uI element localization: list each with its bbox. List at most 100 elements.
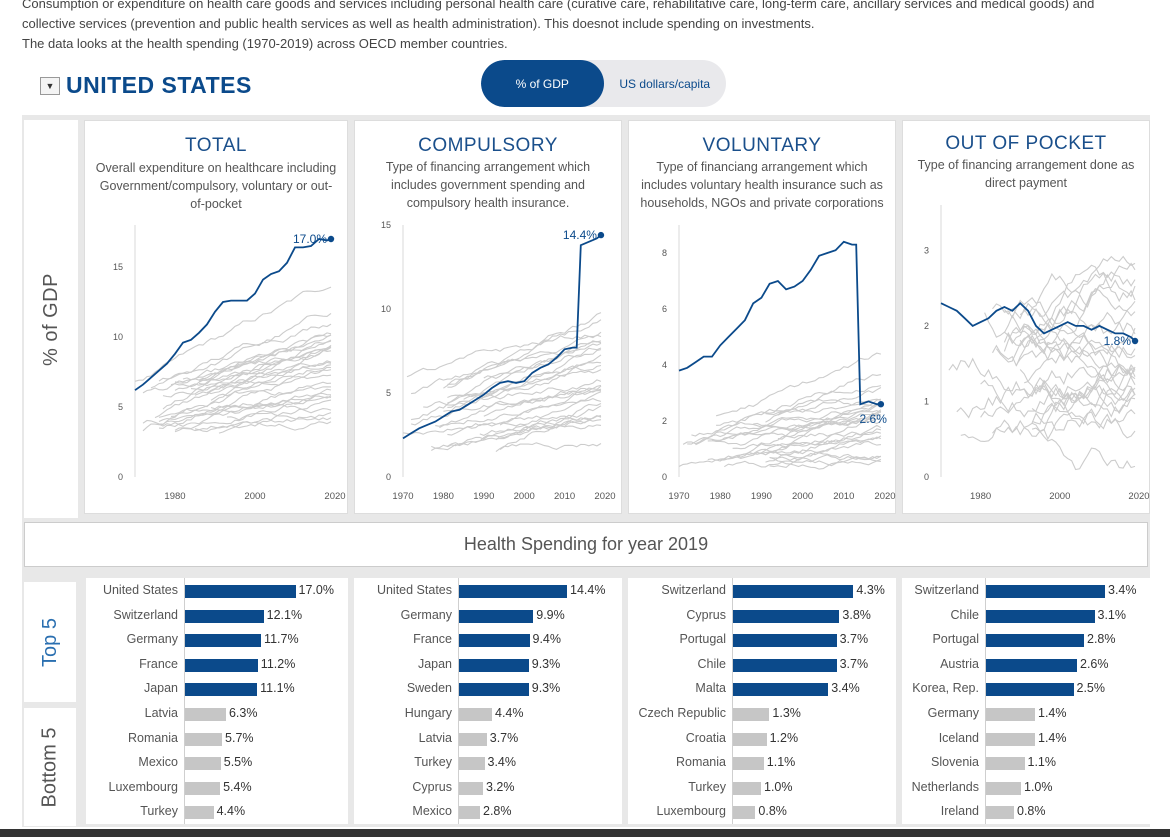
top5-row[interactable]: Switzerland 4.3% xyxy=(628,579,896,603)
us-endpoint-marker[interactable] xyxy=(327,235,335,243)
top5-row[interactable]: Korea, Rep. 2.5% xyxy=(902,677,1150,701)
bar[interactable] xyxy=(986,658,1077,672)
bar-value-label: 1.0% xyxy=(1024,779,1053,794)
top5-row[interactable]: Portugal 3.7% xyxy=(628,628,896,652)
bottom5-row[interactable]: Turkey 4.4% xyxy=(86,800,348,824)
y-tick-label: 15 xyxy=(381,220,391,230)
top5-row[interactable]: Austria 2.6% xyxy=(902,653,1150,677)
us-endpoint-marker[interactable] xyxy=(597,231,605,239)
country-label: Sweden xyxy=(406,681,452,696)
bottom5-row[interactable]: Mexico 5.5% xyxy=(86,751,348,775)
bar[interactable] xyxy=(986,683,1074,697)
top5-row[interactable]: France 9.4% xyxy=(354,628,622,652)
bar[interactable] xyxy=(459,781,483,795)
bar[interactable] xyxy=(185,732,223,746)
top5-row[interactable]: Switzerland 12.1% xyxy=(86,604,348,628)
bar[interactable] xyxy=(459,609,534,623)
bottom5-row[interactable]: Croatia 1.2% xyxy=(628,727,896,751)
bar[interactable] xyxy=(185,708,226,721)
bar[interactable] xyxy=(185,757,221,771)
bar[interactable] xyxy=(986,806,1014,820)
bottom5-row[interactable]: Slovenia 1.1% xyxy=(902,751,1150,775)
us-endpoint-marker[interactable] xyxy=(877,401,885,408)
background-country-line xyxy=(777,409,882,440)
bar[interactable] xyxy=(986,732,1035,746)
panel-description: Type of financing arrangement done as di… xyxy=(917,158,1135,190)
country-selector[interactable]: ▼ UNITED STATES xyxy=(40,72,252,99)
bar[interactable] xyxy=(733,634,837,648)
bottom5-row[interactable]: Ireland 0.8% xyxy=(902,800,1150,824)
bar[interactable] xyxy=(459,757,485,771)
bottom5-row[interactable]: Luxembourg 0.8% xyxy=(628,800,896,824)
bottom5-row[interactable]: Latvia 3.7% xyxy=(354,727,622,751)
bar[interactable] xyxy=(185,634,262,648)
top5-row[interactable]: Portugal 2.8% xyxy=(902,628,1150,652)
bottom5-row[interactable]: Netherlands 1.0% xyxy=(902,776,1150,800)
bar[interactable] xyxy=(733,683,829,697)
bottom5-row[interactable]: Cyprus 3.2% xyxy=(354,776,622,800)
bottom5-row[interactable]: Czech Republic 1.3% xyxy=(628,702,896,726)
bar[interactable] xyxy=(986,757,1025,771)
bar[interactable] xyxy=(733,781,761,795)
bar[interactable] xyxy=(733,757,764,771)
bottom5-row[interactable]: Latvia 6.3% xyxy=(86,702,348,726)
top5-row[interactable]: Japan 11.1% xyxy=(86,677,348,701)
bar[interactable] xyxy=(185,658,258,672)
bottom5-row[interactable]: Iceland 1.4% xyxy=(902,727,1150,751)
bottom5-row[interactable]: Turkey 1.0% xyxy=(628,776,896,800)
bar[interactable] xyxy=(185,585,296,598)
background-country-line xyxy=(1019,369,1136,403)
top5-row[interactable]: Japan 9.3% xyxy=(354,653,622,677)
bar[interactable] xyxy=(733,806,756,820)
bar[interactable] xyxy=(986,585,1105,598)
bar[interactable] xyxy=(459,634,530,648)
bar[interactable] xyxy=(986,708,1035,721)
top5-row[interactable]: Sweden 9.3% xyxy=(354,677,622,701)
bar[interactable] xyxy=(185,806,214,820)
bottom5-row[interactable]: Hungary 4.4% xyxy=(354,702,622,726)
bar[interactable] xyxy=(459,585,567,598)
bar[interactable] xyxy=(733,585,854,598)
top5-row[interactable]: Chile 3.1% xyxy=(902,604,1150,628)
top5-row[interactable]: France 11.2% xyxy=(86,653,348,677)
bar[interactable] xyxy=(986,634,1084,648)
bar[interactable] xyxy=(185,781,221,795)
bar[interactable] xyxy=(459,708,492,721)
bar[interactable] xyxy=(733,658,837,672)
bottom5-row[interactable]: Germany 1.4% xyxy=(902,702,1150,726)
bar[interactable] xyxy=(733,708,770,721)
bottom5-row[interactable]: Romania 1.1% xyxy=(628,751,896,775)
bar-value-label: 2.8% xyxy=(483,804,512,819)
bar[interactable] xyxy=(733,609,840,623)
bottom5-row[interactable]: Romania 5.7% xyxy=(86,727,348,751)
bar[interactable] xyxy=(986,609,1095,623)
country-name: UNITED STATES xyxy=(66,72,252,98)
top5-row[interactable]: United States 17.0% xyxy=(86,579,348,603)
dropdown-arrow-icon[interactable]: ▼ xyxy=(40,76,60,95)
toggle-pct-gdp-button[interactable]: % of GDP xyxy=(481,60,604,107)
top5-row[interactable]: Germany 11.7% xyxy=(86,628,348,652)
bottom5-row[interactable]: Mexico 2.8% xyxy=(354,800,622,824)
bottom-scrollbar[interactable] xyxy=(0,829,1170,837)
background-country-line xyxy=(226,412,332,421)
bottom5-row[interactable]: Luxembourg 5.4% xyxy=(86,776,348,800)
bar[interactable] xyxy=(459,806,480,820)
bar[interactable] xyxy=(733,732,767,746)
top5-row[interactable]: Cyprus 3.8% xyxy=(628,604,896,628)
bar[interactable] xyxy=(986,781,1021,795)
top5-row[interactable]: United States 14.4% xyxy=(354,579,622,603)
bar[interactable] xyxy=(459,658,529,672)
bottom5-row[interactable]: Turkey 3.4% xyxy=(354,751,622,775)
top5-row[interactable]: Chile 3.7% xyxy=(628,653,896,677)
metric-toggle[interactable]: % of GDP US dollars/capita xyxy=(481,60,726,107)
bar[interactable] xyxy=(185,683,258,697)
bar[interactable] xyxy=(459,683,529,697)
toggle-usd-capita-button[interactable]: US dollars/capita xyxy=(619,76,711,91)
top5-row[interactable]: Switzerland 3.4% xyxy=(902,579,1150,603)
top5-row[interactable]: Germany 9.9% xyxy=(354,604,622,628)
bar[interactable] xyxy=(459,732,487,746)
us-endpoint-marker[interactable] xyxy=(1131,337,1139,345)
bar[interactable] xyxy=(185,609,264,623)
top5-row[interactable]: Malta 3.4% xyxy=(628,677,896,701)
bar-chart-out-of-pocket: Switzerland 3.4% Chile 3.1% Portugal 2.8% Aust… xyxy=(902,578,1150,824)
